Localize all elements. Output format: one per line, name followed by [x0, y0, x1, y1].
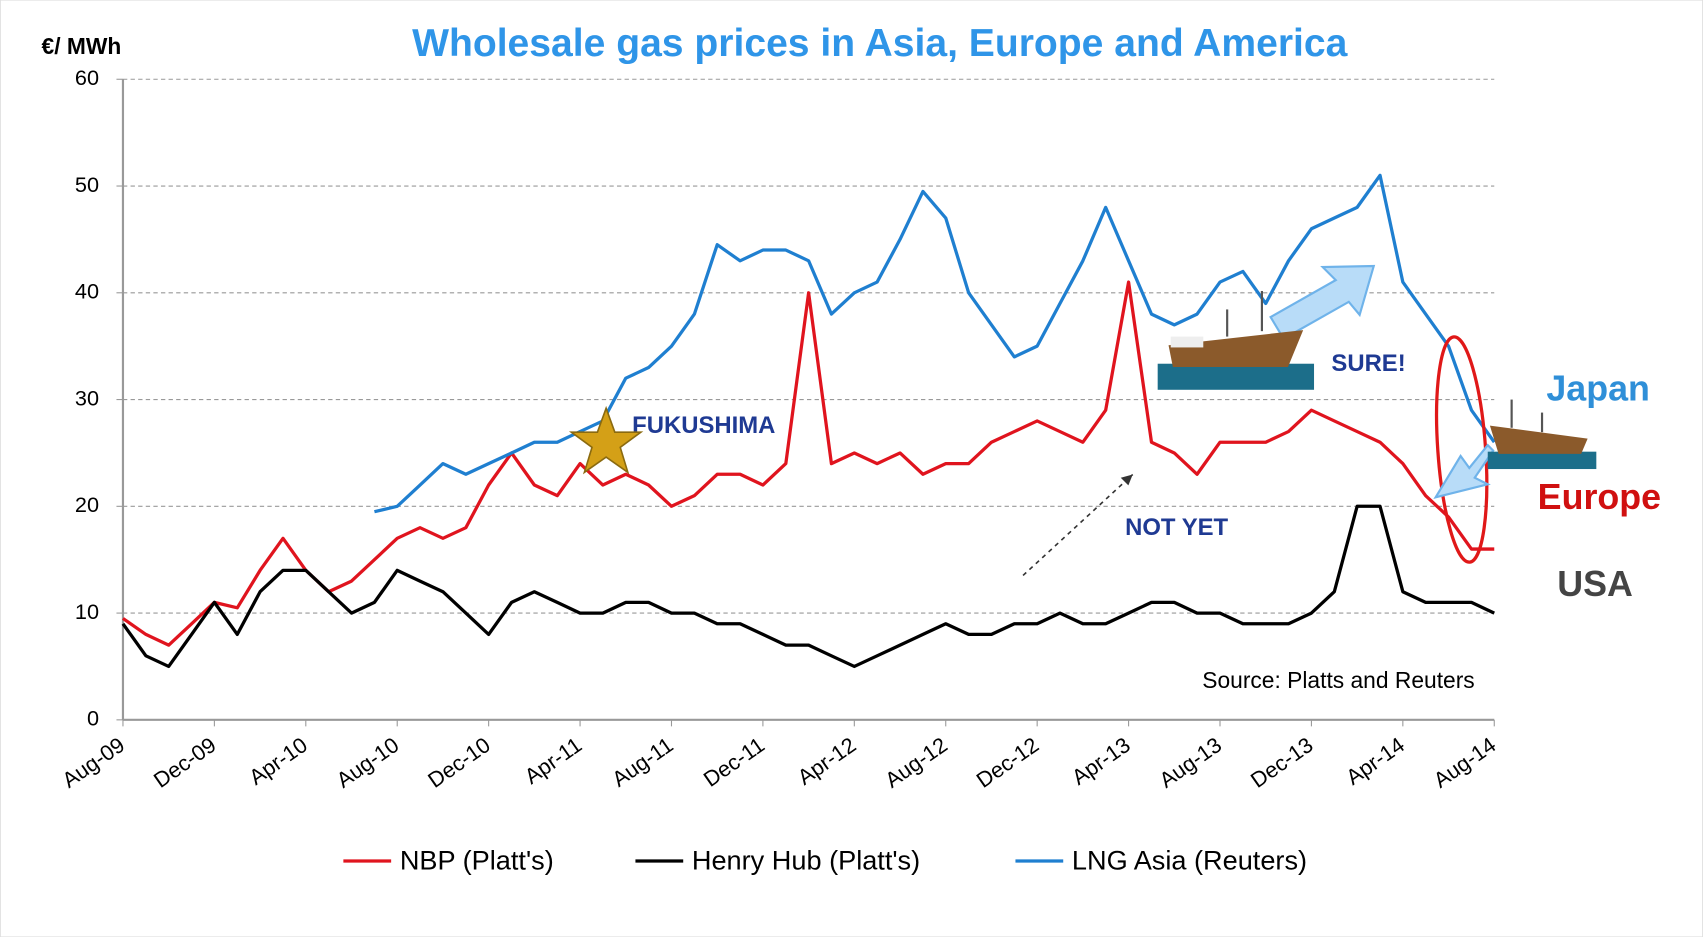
y-tick-label: 60 [75, 65, 99, 90]
y-tick-label: 10 [75, 599, 99, 624]
source-note: Source: Platts and Reuters [1202, 667, 1474, 693]
legend-label: Henry Hub (Platt's) [692, 844, 920, 875]
annotation: FUKUSHIMA [632, 412, 775, 439]
annotation: Japan [1546, 368, 1650, 408]
y-tick-label: 0 [87, 706, 99, 731]
annotation: NOT YET [1125, 514, 1228, 541]
legend-label: LNG Asia (Reuters) [1072, 844, 1307, 875]
legend-label: NBP (Platt's) [400, 844, 554, 875]
chart: Wholesale gas prices in Asia, Europe and… [0, 0, 1703, 937]
y-unit: €/ MWh [42, 33, 122, 59]
chart-title: Wholesale gas prices in Asia, Europe and… [412, 22, 1348, 65]
y-tick-label: 50 [75, 172, 99, 197]
annotation: SURE! [1331, 350, 1405, 377]
y-tick-label: 40 [75, 279, 99, 304]
annotation: Europe [1538, 477, 1661, 517]
y-tick-label: 20 [75, 492, 99, 517]
frame [0, 0, 1702, 937]
annotation: USA [1557, 564, 1633, 604]
y-tick-label: 30 [75, 385, 99, 410]
